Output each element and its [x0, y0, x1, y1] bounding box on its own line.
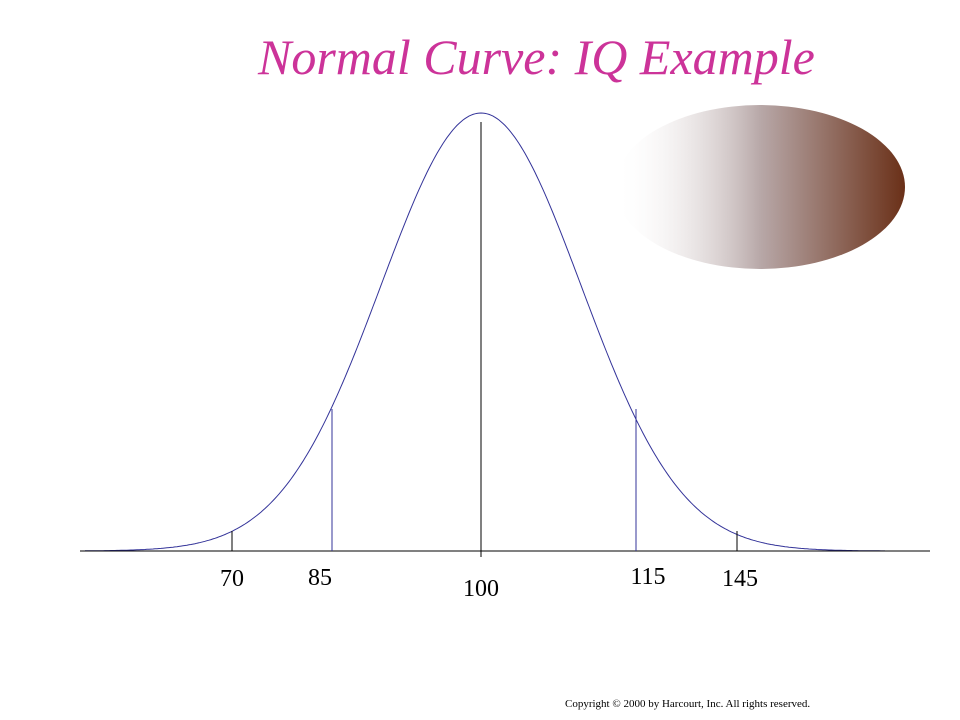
tick-label: 145 — [722, 566, 758, 592]
title: Normal Curve: IQ Example — [257, 29, 815, 85]
tick-label: 115 — [630, 564, 665, 590]
tick-label: 100 — [463, 576, 499, 602]
tick-label: 85 — [308, 565, 332, 591]
copyright: Copyright © 2000 by Harcourt, Inc. All r… — [565, 698, 810, 710]
normal-curve — [85, 112, 885, 552]
tick-label: 70 — [220, 566, 244, 592]
